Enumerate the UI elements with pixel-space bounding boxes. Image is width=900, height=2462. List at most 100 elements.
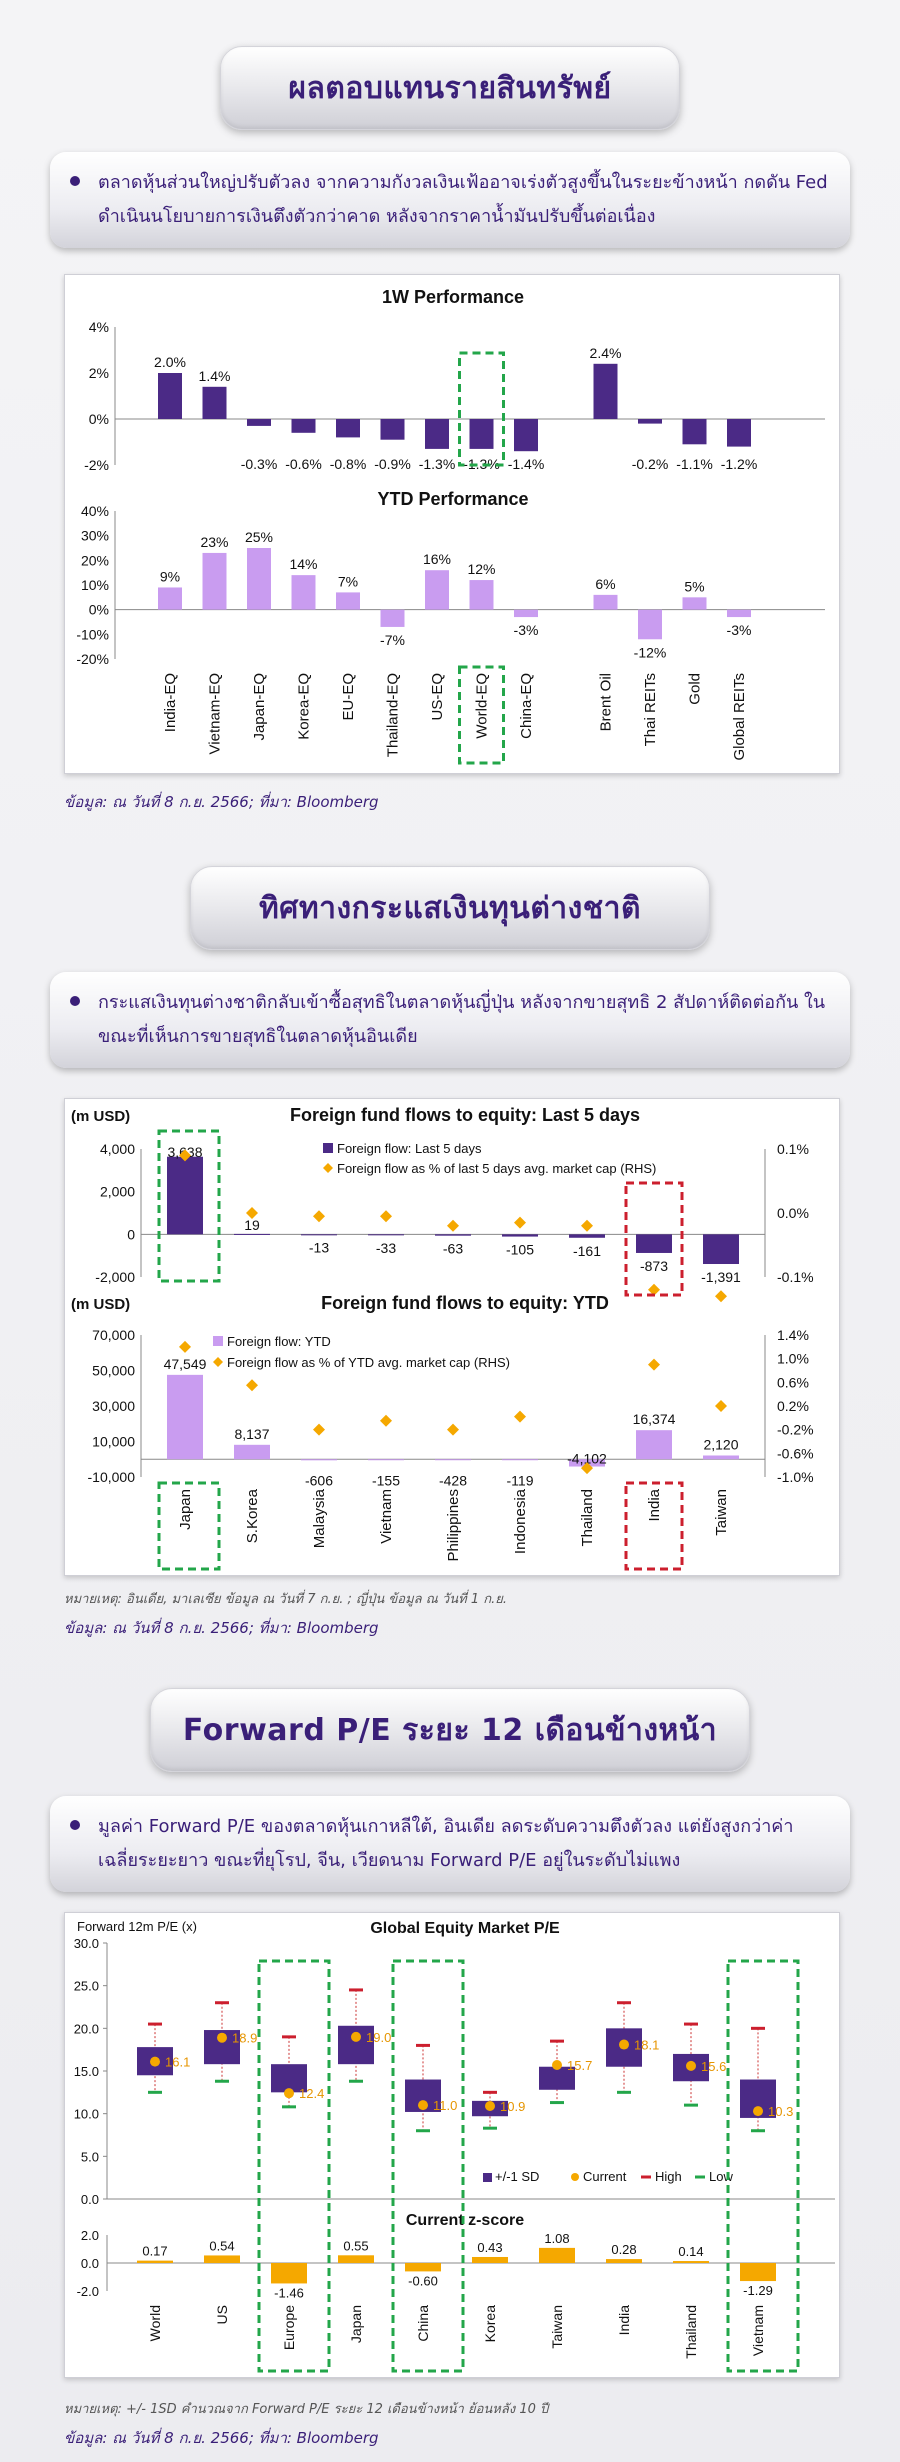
y-tick-label: 30% [81,528,109,544]
data-label: -12% [634,644,667,660]
data-label: -1.1% [676,456,713,472]
section3-title-banner: Forward P/E ระยะ 12 เดือนข้างหน้า [150,1688,750,1772]
rhs-marker [246,1379,258,1392]
fund-flow-chart: (m USD) Foreign fund flows to equity: Las… [71,1105,814,1571]
data-label: -7% [380,632,405,648]
bar [158,587,182,610]
highlight-box [458,665,505,765]
bar [380,609,405,627]
chart-title: Global Equity Market P/E [370,1920,560,1937]
rhs-marker [648,1358,660,1371]
data-label: 5% [684,578,704,594]
data-label: -0.2% [632,456,669,472]
current-label: 10.3 [768,2104,793,2119]
rhs-tick-label: 0.6% [777,1374,809,1390]
category-label: India [616,2305,632,2336]
rhs-marker [246,1207,258,1219]
bar [336,419,360,438]
bar [682,597,707,610]
rhs-marker [514,1410,526,1423]
rhs-marker [514,1216,526,1229]
y-tick-label: 0.0 [81,2192,99,2207]
data-label: 2.4% [590,345,622,361]
bar [435,1234,471,1236]
y-tick-label: 2% [89,365,109,381]
bar [167,1374,203,1460]
data-label: -1,391 [701,1269,741,1285]
bar [673,2261,709,2263]
rhs-tick-label: 0.2% [777,1398,809,1414]
rhs-tick-label: -0.1% [777,1269,814,1285]
legend-swatch [323,1143,333,1153]
category-label: Korea [482,2305,498,2343]
bar [514,419,538,452]
performance-chart: 1W Performance 4% 2% 0% -2% 2.0% 1.4% -0.3% -0.6… [76,287,825,765]
bar [502,1234,538,1237]
category-label: Philippines [445,1489,462,1562]
current-marker [552,2060,562,2071]
current-label: 18.9 [232,2031,257,2046]
current-label: 19.0 [366,2030,391,2045]
bar [472,2256,508,2263]
current-marker [150,2056,160,2067]
category-label: Vietnam [750,2305,766,2356]
bar [167,1156,203,1235]
fund-flow-chart-panel: (m USD) Foreign fund flows to equity: Las… [64,1098,840,1576]
current-marker [418,2100,428,2111]
data-label: -4,102 [567,1450,607,1466]
bar [727,609,751,618]
data-label: 0.54 [209,2238,234,2253]
chart-title: Foreign fund flows to equity: Last 5 day… [290,1105,640,1125]
data-label: -105 [506,1242,534,1258]
y-tick-label: 25.0 [74,1979,99,1994]
section2-bullet-text: กระแสเงินทุนต่างชาติกลับเข้าซื้อสุทธิในต… [98,992,826,1047]
section1-bullet-text: ตลาดหุ้นส่วนใหญ่ปรับตัวลง จากความกังวลเง… [98,172,828,227]
y-tick-label: 2,000 [100,1184,135,1200]
category-label: EU-EQ [340,673,357,721]
rhs-marker [179,1149,191,1162]
section3-bullet-text: มูลค่า Forward P/E ของตลาดหุ้นเกาหลีใต้,… [98,1816,794,1871]
legend-label: Current [583,2169,627,2184]
bar [291,575,316,610]
category-label: Brent Oil [598,673,615,731]
section3-note: หมายเหตุ: +/- 1SD คำนวณจาก Forward P/E ร… [64,2402,549,2417]
bar [301,1459,337,1461]
sd-box [271,2064,307,2093]
category-label: Korea-EQ [296,673,313,740]
data-label: -3% [514,622,539,638]
category-label: India [646,1488,663,1521]
rhs-tick-label: 0.1% [777,1141,809,1157]
current-label: 15.6 [701,2059,726,2074]
bullet-dot-icon [70,1820,80,1830]
category-label: Taiwan [549,2305,565,2349]
bar [425,419,449,449]
rhs-marker [715,1400,727,1412]
category-label: Indonesia [512,1488,529,1554]
data-label: -1.3% [463,456,500,472]
section1-bullet-box: ตลาดหุ้นส่วนใหญ่ปรับตัวลง จากความกังวลเง… [50,152,850,248]
y-tick-label: -2.0 [77,2284,99,2299]
bar [469,580,494,610]
current-label: 16.1 [165,2055,190,2070]
legend-swatch [483,2173,492,2182]
category-label: Thailand [683,2305,699,2359]
bar [638,609,662,640]
data-label: 0.14 [678,2244,703,2259]
legend-label: Low [709,2169,733,2184]
unit-label: (m USD) [71,1296,130,1313]
y-tick-label: 4,000 [100,1141,135,1157]
data-label: -161 [573,1243,601,1259]
data-label: -0.3% [241,456,278,472]
category-label: Japan [177,1489,194,1530]
highlight-box-india [624,1481,684,1571]
current-label: 18.1 [634,2038,659,2053]
rhs-tick-label: -0.2% [777,1422,814,1438]
legend-swatch [213,1336,223,1346]
bar [380,419,405,440]
pe-chart: Forward 12m P/E (x) Global Equity Market … [74,1919,835,2373]
sd-box [539,2066,575,2090]
data-label: 14% [289,556,317,572]
bullet-dot-icon [70,996,80,1006]
bar [202,386,227,419]
bar [234,1444,270,1460]
